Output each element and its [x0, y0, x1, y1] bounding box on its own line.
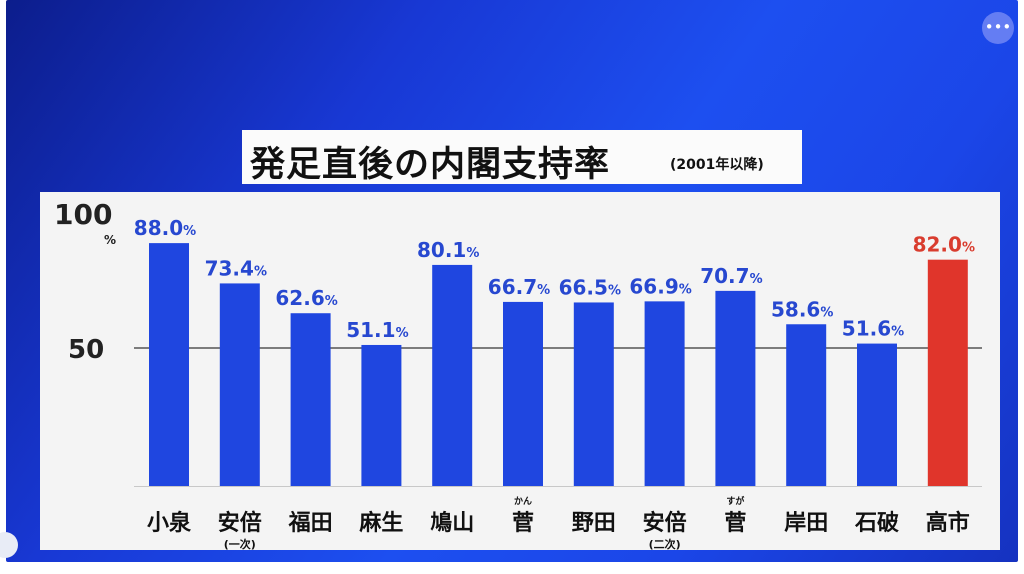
y-axis-unit: %: [104, 233, 116, 247]
x-tick-label: 菅: [724, 511, 746, 536]
data-label: 70.7%: [700, 264, 762, 288]
x-tick-label: 小泉: [147, 510, 192, 536]
data-label: 73.4%: [205, 256, 267, 280]
bar-3: [290, 313, 331, 486]
bar-10: [786, 324, 827, 486]
x-tick-label: 福田: [288, 511, 333, 536]
bar-1: [149, 243, 189, 486]
data-label: 66.9%: [629, 274, 691, 298]
chart-title: 発足直後の内閣支持率: [250, 145, 611, 185]
y-tick-label: 50: [68, 335, 104, 365]
bar-2: [219, 283, 260, 486]
bar-7: [573, 302, 614, 486]
title-card: 発足直後の内閣支持率 (2001年以降): [242, 130, 802, 185]
data-label: 82.0%: [913, 233, 975, 257]
more-options-button[interactable]: •••: [982, 12, 1014, 44]
data-label: 88.0%: [134, 216, 196, 240]
x-tick-label: 安倍: [643, 510, 687, 536]
ruby-annotation: すが: [726, 495, 745, 507]
bar-12: [927, 259, 968, 486]
x-tick-label: 安倍: [218, 510, 262, 536]
chart-panel: 50 100% 88.0% 小泉 73.4% 安倍 (一次) 62.6% 福田 51.1% 麻生 80…: [40, 192, 1000, 550]
x-tick-label: 麻生: [358, 510, 403, 536]
x-tick-label: 野田: [572, 511, 616, 536]
bar-6: [503, 301, 543, 486]
data-label: 51.6%: [842, 317, 904, 341]
x-tick-label: 鳩山: [430, 511, 474, 536]
more-horizontal-icon: •••: [984, 18, 1012, 36]
bar-11: [857, 343, 897, 486]
x-tick-label: 岸田: [784, 511, 828, 536]
data-label: 58.6%: [771, 297, 833, 321]
term-annotation: (一次): [224, 537, 256, 550]
chart-subtitle: (2001年以降): [670, 157, 764, 173]
data-label: 66.7%: [488, 275, 550, 299]
data-label: 62.6%: [275, 286, 337, 310]
bar-8: [644, 301, 685, 486]
x-tick-label: 石破: [854, 510, 899, 536]
x-tick-label: 高市: [926, 510, 970, 536]
y-tick-label: 100: [54, 198, 112, 231]
data-label: 51.1%: [346, 318, 408, 342]
bar-4: [361, 344, 402, 486]
settings-icon[interactable]: [0, 532, 18, 558]
x-tick-label: 菅: [512, 511, 534, 536]
bar-9: [715, 290, 756, 486]
term-annotation: (二次): [649, 537, 681, 550]
ruby-annotation: かん: [514, 496, 532, 507]
data-label: 80.1%: [417, 238, 479, 262]
bar-5: [432, 264, 473, 486]
data-label: 66.5%: [559, 275, 621, 299]
